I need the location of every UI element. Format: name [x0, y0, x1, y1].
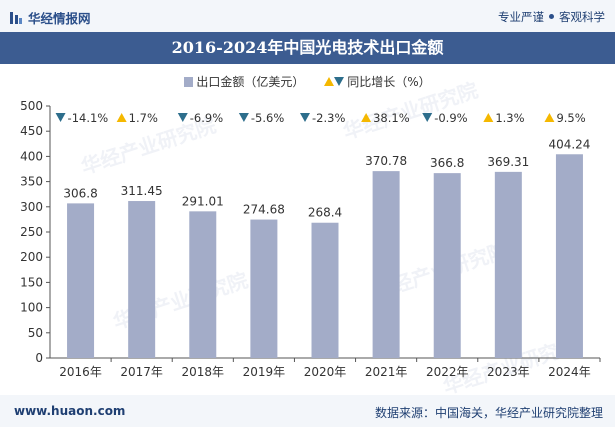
x-tick-label: 2019年 — [243, 365, 286, 379]
y-tick-label: 100 — [20, 301, 43, 315]
growth-label: -5.6% — [251, 111, 284, 125]
x-tick-label: 2022年 — [426, 365, 469, 379]
x-tick-label: 2023年 — [487, 365, 530, 379]
x-tick-label: 2024年 — [548, 365, 591, 379]
bar-value-label: 366.8 — [430, 156, 464, 170]
brand-logo-icon — [10, 12, 22, 24]
legend-label-export: 出口金额（亿美元） — [196, 75, 305, 89]
y-tick-label: 350 — [20, 175, 43, 189]
legend-item-export: 出口金额（亿美元） — [184, 73, 304, 90]
legend-bar-swatch-icon — [184, 77, 194, 87]
bar — [433, 173, 461, 358]
y-tick-label: 0 — [35, 351, 43, 365]
y-tick-label: 150 — [20, 275, 43, 289]
bar-value-label: 404.24 — [548, 137, 590, 151]
growth-up-triangle-icon — [544, 113, 555, 122]
separator-dot-icon — [549, 14, 554, 19]
bar-value-label: 291.01 — [182, 194, 224, 208]
footer-source: 数据来源：中国海关，华经产业研究院整理 — [374, 406, 603, 420]
bar — [372, 171, 400, 358]
x-tick-label: 2021年 — [365, 365, 408, 379]
bar-chart: 0 50 100 150 200 250 300 350 400 450 500 306.8 2016年… — [20, 99, 601, 379]
chart-title: 2016-2024年中国光电技术出口金额 — [171, 38, 444, 57]
growth-label: 9.5% — [556, 111, 585, 125]
y-tick-label: 200 — [20, 250, 43, 264]
growth-label: 1.3% — [495, 111, 524, 125]
growth-down-triangle-icon — [300, 113, 310, 122]
y-tick-label: 450 — [20, 124, 43, 138]
y-tick-label: 250 — [20, 225, 43, 239]
growth-label: -0.9% — [434, 111, 467, 125]
bar — [494, 171, 522, 358]
x-tick-label: 2016年 — [59, 365, 102, 379]
bar — [311, 222, 339, 358]
tagline-2: 客观科学 — [559, 10, 605, 24]
legend-label-growth: 同比增长（%） — [347, 75, 431, 89]
bar — [67, 203, 95, 358]
growth-up-triangle-icon — [483, 113, 494, 122]
y-tick-label: 500 — [20, 99, 43, 113]
tagline-1: 专业严谨 — [498, 10, 544, 24]
growth-label: -2.3% — [312, 111, 345, 125]
growth-down-triangle-icon — [55, 113, 66, 122]
brand-name: 华经情报网 — [28, 11, 91, 26]
y-tick-label: 50 — [28, 326, 43, 340]
title-bar: 2016-2024年中国光电技术出口金额 — [0, 32, 615, 64]
tagline: 专业严谨 客观科学 — [498, 9, 605, 25]
growth-label: -14.1% — [68, 111, 109, 125]
growth-down-triangle-icon — [238, 113, 249, 122]
growth-up-triangle-icon — [361, 113, 372, 122]
legend-up-triangle-icon — [324, 77, 335, 86]
bar-value-label: 370.78 — [365, 154, 407, 168]
footer: www.huaon.com 数据来源：中国海关，华经产业研究院整理 — [0, 395, 615, 427]
legend: 出口金额（亿美元） 同比增长（%） — [0, 73, 615, 90]
growth-label: 38.1% — [373, 111, 410, 125]
legend-item-growth: 同比增长（%） — [324, 73, 431, 90]
bar — [128, 201, 156, 358]
bar — [250, 219, 278, 358]
footer-url: www.huaon.com — [14, 404, 126, 418]
bar-value-label: 369.31 — [487, 155, 529, 169]
x-tick-label: 2018年 — [182, 365, 225, 379]
legend-down-triangle-icon — [334, 77, 345, 86]
x-tick-label: 2017年 — [120, 365, 163, 379]
growth-label: 1.7% — [129, 111, 158, 125]
bar-value-label: 274.68 — [243, 203, 285, 217]
bar-value-label: 306.8 — [63, 186, 97, 200]
y-tick-label: 300 — [20, 200, 43, 214]
top-bar: 华经情报网 专业严谨 客观科学 — [0, 0, 615, 32]
bar — [555, 154, 583, 358]
y-tick-label: 400 — [20, 149, 43, 163]
x-tick-label: 2020年 — [304, 365, 347, 379]
growth-label: -6.9% — [190, 111, 223, 125]
bar-value-label: 268.4 — [308, 206, 342, 220]
growth-down-triangle-icon — [422, 113, 433, 122]
growth-down-triangle-icon — [177, 113, 188, 122]
bar-value-label: 311.45 — [121, 184, 163, 198]
bar — [189, 211, 217, 358]
brand: 华经情报网 — [10, 8, 91, 27]
growth-up-triangle-icon — [116, 113, 127, 122]
